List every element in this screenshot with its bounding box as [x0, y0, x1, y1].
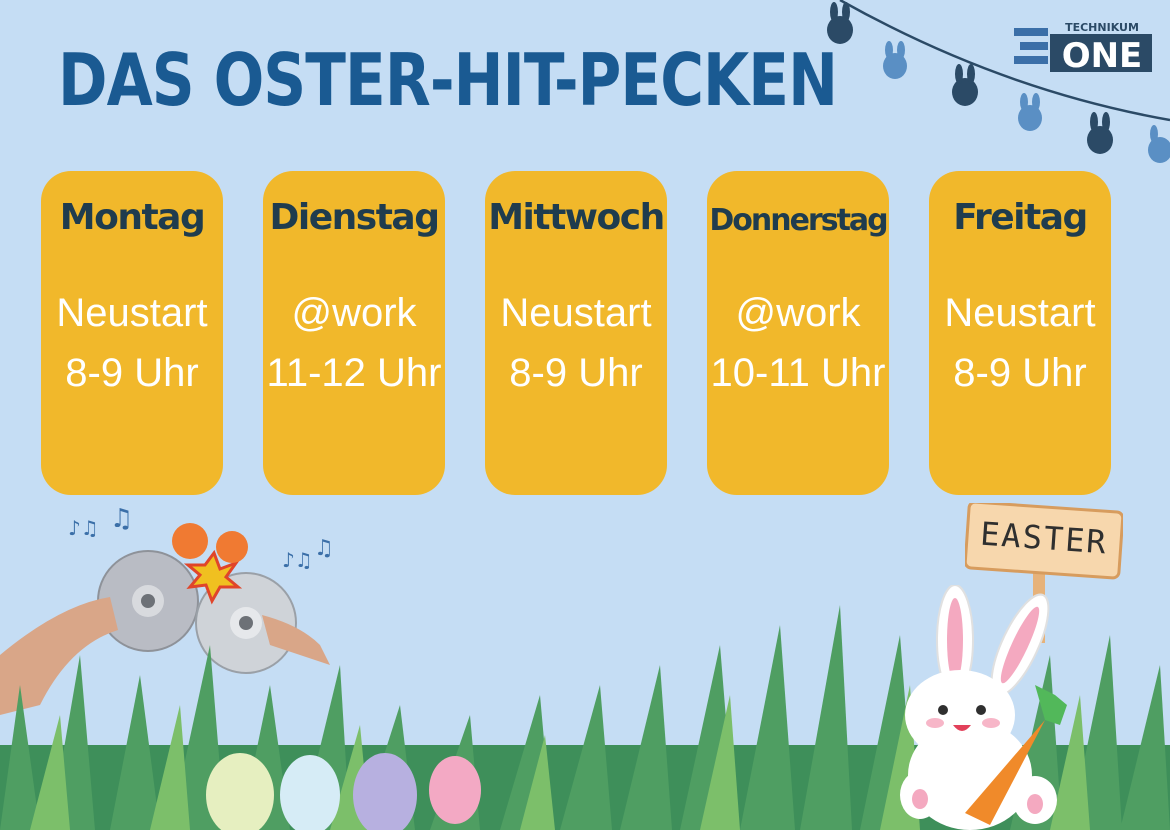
day-label: Montag — [59, 197, 206, 238]
bunny-garland-decoration — [827, 0, 1170, 163]
day-card-mittwoch: Mittwoch Neustart 8-9 Uhr — [485, 171, 667, 495]
location-label: @work — [735, 291, 861, 335]
time-label: 8-9 Uhr — [509, 351, 643, 395]
grass-decoration — [0, 605, 1170, 830]
svg-text:♪♫: ♪♫ — [282, 548, 313, 572]
day-label: Mittwoch — [488, 197, 665, 238]
cd-pecking-illustration: ♪♫ ♫ ♪♫ ♫ — [0, 505, 334, 715]
time-label: 10-11 Uhr — [710, 351, 886, 395]
page-title: DAS OSTER-HIT-PECKEN — [58, 38, 838, 122]
day-card-dienstag: Dienstag @work 11-12 Uhr — [263, 171, 445, 495]
logo-main-text: ONE — [1062, 36, 1143, 74]
day-label: Donnerstag — [709, 203, 888, 238]
time-label: 11-12 Uhr — [266, 351, 442, 395]
easter-eggs-icon — [206, 753, 481, 830]
bunny-with-carrot-icon — [900, 585, 1067, 830]
location-label: Neustart — [944, 291, 1096, 335]
svg-text:♫: ♫ — [110, 505, 133, 534]
day-label: Freitag — [953, 197, 1088, 238]
location-label: Neustart — [56, 291, 208, 335]
location-label: @work — [291, 291, 417, 335]
svg-text:♫: ♫ — [314, 536, 334, 561]
day-card-donnerstag: Donnerstag @work 10-11 Uhr — [707, 171, 889, 495]
day-card-freitag: Freitag Neustart 8-9 Uhr — [929, 171, 1111, 495]
day-card-montag: Montag Neustart 8-9 Uhr — [41, 171, 223, 495]
svg-text:♪♫: ♪♫ — [68, 516, 99, 540]
time-label: 8-9 Uhr — [65, 351, 199, 395]
day-label: Dienstag — [269, 197, 440, 238]
technikum-one-logo: TECHNIKUM ONE — [1014, 22, 1152, 74]
time-label: 8-9 Uhr — [953, 351, 1087, 395]
location-label: Neustart — [500, 291, 652, 335]
easter-sign: EASTER — [965, 503, 1123, 643]
logo-top-text: TECHNIKUM — [1065, 22, 1139, 34]
music-notes-icon: ♪♫ ♫ ♪♫ ♫ — [68, 505, 334, 572]
